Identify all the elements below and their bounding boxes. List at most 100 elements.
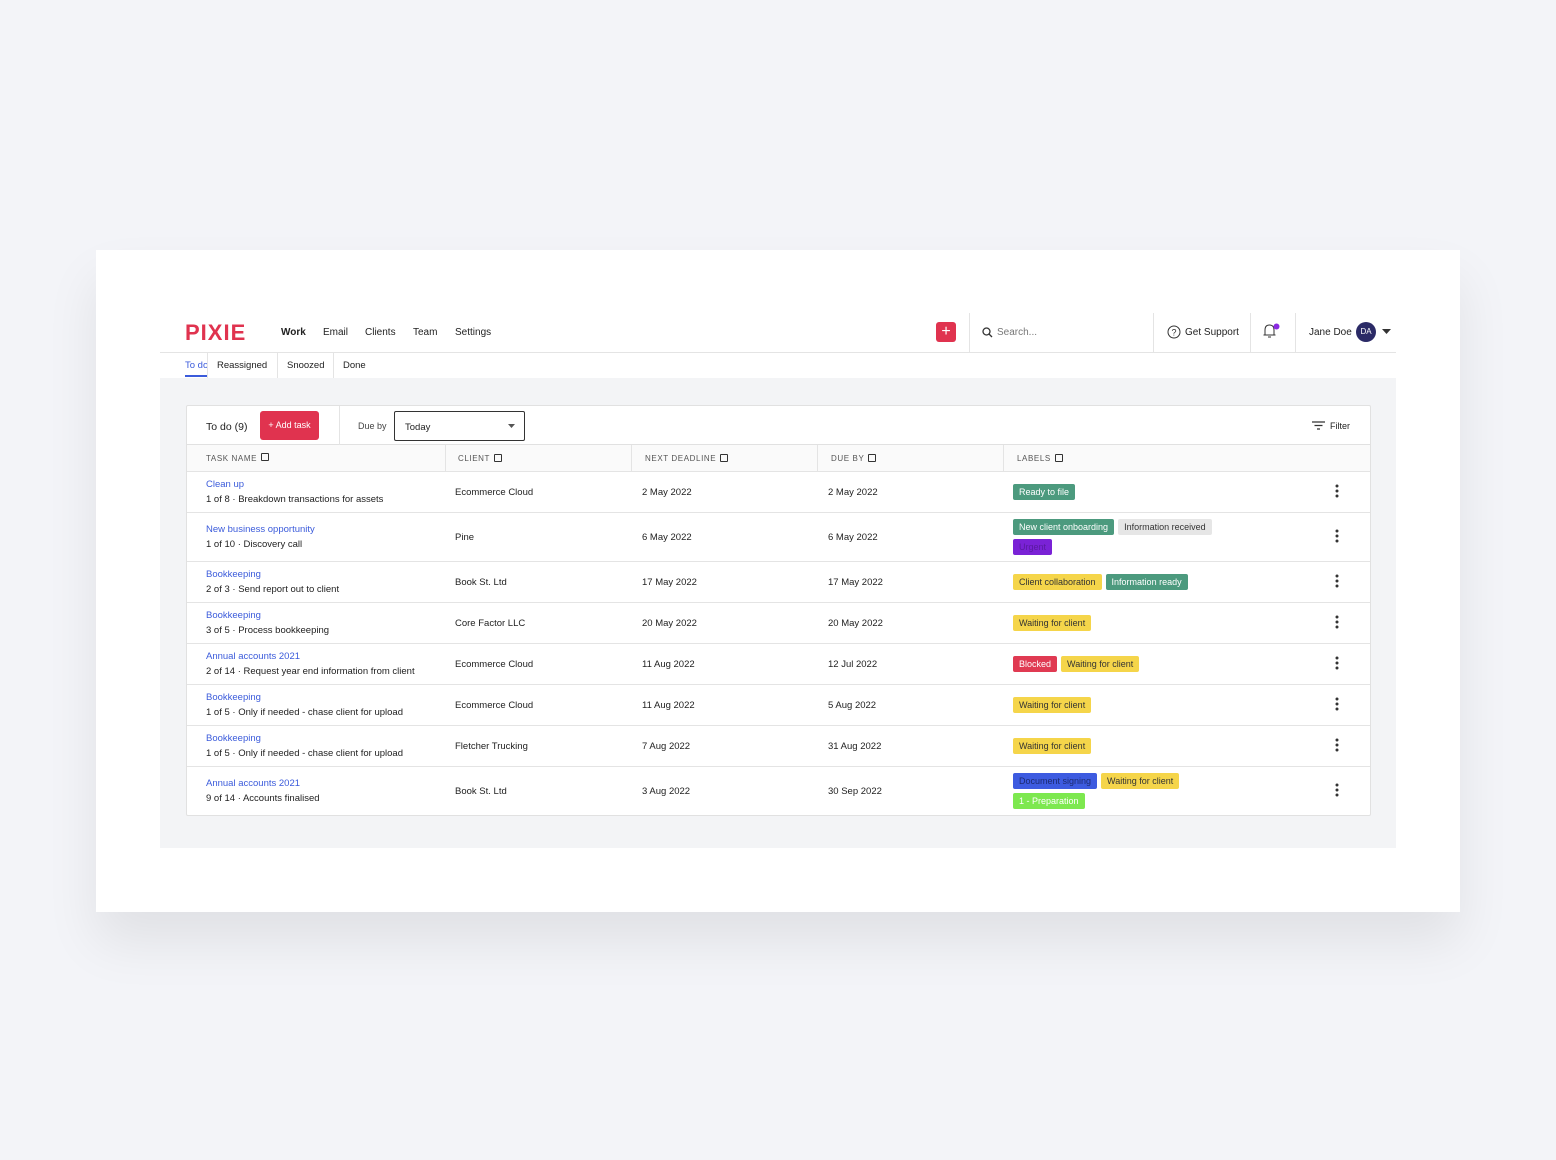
label: Blocked <box>1013 656 1058 672</box>
column-icon <box>1054 454 1063 462</box>
task-cell: New business opportunity 1 of 10 · Discov… <box>187 524 445 550</box>
kebab-icon <box>1335 529 1338 542</box>
column-header: TASK NAME <box>187 453 445 463</box>
due-by: 6 May 2022 <box>828 531 878 543</box>
labels: Document signing Waiting for client 1 - Pr… <box>1013 773 1213 809</box>
tab[interactable]: Done <box>343 360 366 371</box>
column-icon <box>494 454 503 462</box>
task-name[interactable]: Bookkeeping <box>206 733 261 744</box>
due-by-select[interactable]: Today <box>394 411 525 441</box>
search-icon <box>982 327 993 338</box>
task-table: To do (9) + Add task Due by Today Filter… <box>186 405 1371 816</box>
due-by: 30 Sep 2022 <box>828 785 882 797</box>
task-cell: Bookkeeping 1 of 5 · Only if needed - cha… <box>187 733 445 759</box>
task-name[interactable]: New business opportunity <box>206 524 315 535</box>
column-header: DUE BY <box>817 445 1003 471</box>
task-cell: Bookkeeping 2 of 3 · Send report out to c… <box>187 569 445 595</box>
row-menu[interactable] <box>1303 574 1370 591</box>
label: Waiting for client <box>1013 615 1092 631</box>
task-name[interactable]: Annual accounts 2021 <box>206 651 301 662</box>
due-by: 31 Aug 2022 <box>828 740 882 752</box>
task-row[interactable]: Annual accounts 2021 9 of 14 · Accounts f… <box>187 767 1370 815</box>
row-menu[interactable] <box>1303 484 1370 501</box>
column-icon <box>720 454 729 462</box>
task-name[interactable]: Bookkeeping <box>206 569 261 580</box>
row-menu[interactable] <box>1303 783 1370 800</box>
nav-item[interactable]: Team <box>413 327 438 338</box>
user-name[interactable]: Jane Doe <box>1309 327 1352 338</box>
task-row[interactable]: New business opportunity 1 of 10 · Discov… <box>187 513 1370 562</box>
column-headers: TASK NAME CLIENT NEXT DEADLINE DUE BY LABELS <box>187 445 1370 472</box>
next-deadline: 11 Aug 2022 <box>642 658 695 670</box>
labels-cell: Client collaboration Information ready <box>1003 574 1303 590</box>
add-task-button[interactable]: + Add task <box>260 411 319 440</box>
kebab-icon <box>1335 574 1338 587</box>
kebab-icon <box>1335 656 1338 669</box>
nav-item[interactable]: Email <box>323 327 349 338</box>
tab[interactable]: Snoozed <box>287 360 325 371</box>
client: Fletcher Trucking <box>455 740 528 752</box>
next-deadline: 11 Aug 2022 <box>642 699 695 711</box>
plus-button[interactable]: + <box>936 322 956 342</box>
row-menu[interactable] <box>1303 697 1370 714</box>
label: Ready to file <box>1013 484 1076 500</box>
task-row[interactable]: Bookkeeping 3 of 5 · Process bookkeeping C… <box>187 603 1370 644</box>
separator <box>969 313 970 352</box>
task-name[interactable]: Annual accounts 2021 <box>206 778 301 789</box>
task-row[interactable]: Annual accounts 2021 2 of 14 · Request ye… <box>187 644 1370 685</box>
labels: Waiting for client <box>1013 615 1213 631</box>
label: 1 - Preparation <box>1013 793 1085 809</box>
svg-text:?: ? <box>1171 328 1176 338</box>
labels: Waiting for client <box>1013 738 1213 754</box>
labels: Ready to file <box>1013 484 1213 500</box>
tab[interactable]: To do <box>185 360 209 377</box>
row-menu[interactable] <box>1303 656 1370 673</box>
due-by: 5 Aug 2022 <box>828 699 877 711</box>
task-row[interactable]: Clean up 1 of 8 · Breakdown transactions … <box>187 472 1370 513</box>
task-row[interactable]: Bookkeeping 1 of 5 · Only if needed - cha… <box>187 685 1370 726</box>
task-name[interactable]: Clean up <box>206 479 245 490</box>
labels-cell: Waiting for client <box>1003 697 1303 713</box>
content: To do (9) + Add task Due by Today Filter… <box>160 378 1396 848</box>
next-deadline: 2 May 2022 <box>642 486 692 498</box>
row-menu[interactable] <box>1303 529 1370 546</box>
client: Ecommerce Cloud <box>455 699 534 711</box>
separator <box>1295 313 1296 352</box>
label: Waiting for client <box>1061 656 1140 672</box>
rows: Clean up 1 of 8 · Breakdown transactions … <box>187 472 1370 815</box>
task-name[interactable]: Bookkeeping <box>206 692 261 703</box>
filter-icon <box>1312 421 1325 430</box>
client: Book St. Ltd <box>455 576 507 588</box>
label: Waiting for client <box>1013 697 1092 713</box>
client: Ecommerce Cloud <box>455 658 534 670</box>
nav-item[interactable]: Work <box>281 327 306 338</box>
task-cell: Clean up 1 of 8 · Breakdown transactions … <box>187 479 445 505</box>
task-name[interactable]: Bookkeeping <box>206 610 261 621</box>
search-input[interactable]: Search... <box>997 327 1038 338</box>
bell-icon[interactable] <box>1262 323 1280 339</box>
logo[interactable]: PIXIE <box>185 320 247 345</box>
tab[interactable]: Reassigned <box>217 360 268 371</box>
client: Book St. Ltd <box>455 785 507 797</box>
support-link[interactable]: Get Support <box>1185 327 1239 338</box>
labels: New client onboarding Information receive… <box>1013 519 1213 555</box>
task-row[interactable]: Bookkeeping 1 of 5 · Only if needed - cha… <box>187 726 1370 767</box>
nav-item[interactable]: Clients <box>365 327 396 338</box>
client: Core Factor LLC <box>455 617 526 629</box>
due-by: 20 May 2022 <box>828 617 883 629</box>
row-menu[interactable] <box>1303 615 1370 632</box>
user-caret[interactable] <box>1382 329 1391 335</box>
due-by-value: Today <box>405 422 431 433</box>
task-row[interactable]: Bookkeeping 2 of 3 · Send report out to c… <box>187 562 1370 603</box>
column-title: DUE BY <box>831 453 865 463</box>
task-step: 3 of 5 · Process bookkeeping <box>206 625 330 636</box>
column-header: LABELS <box>1003 445 1303 471</box>
avatar[interactable]: DA <box>1356 322 1376 342</box>
row-menu[interactable] <box>1303 738 1370 755</box>
kebab-icon <box>1335 783 1338 796</box>
label: Document signing <box>1013 773 1098 789</box>
filter-button[interactable]: Filter <box>1330 421 1350 431</box>
nav-item[interactable]: Settings <box>455 327 492 338</box>
label: Information ready <box>1105 574 1188 590</box>
